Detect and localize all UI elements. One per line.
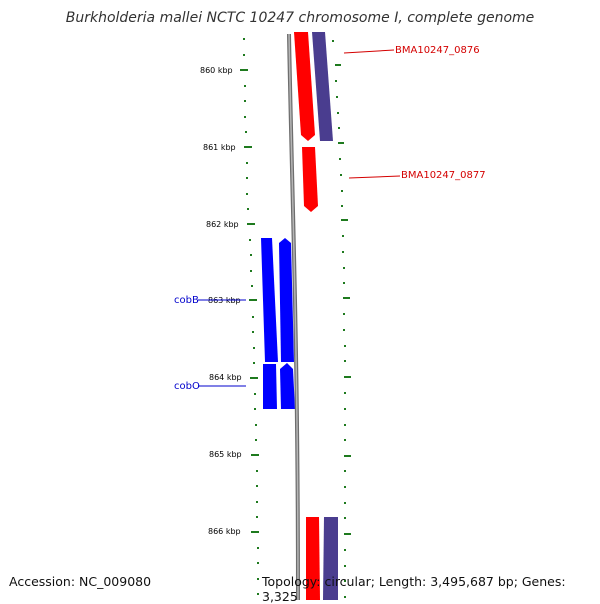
gene-BMA10247-0877	[302, 147, 318, 212]
tick-863	[249, 299, 257, 301]
gene-cobB-block-b	[279, 238, 294, 362]
tick-label-861: 861 kbp	[203, 143, 236, 152]
tick-864	[250, 377, 258, 379]
label-cobO: cobO	[174, 381, 200, 392]
tick-861	[244, 146, 252, 148]
leader-BMA10247-0877	[348, 175, 401, 179]
tick-860	[240, 69, 248, 71]
tick-label-866: 866 kbp	[208, 527, 241, 536]
accession-text: Accession: NC_009080	[9, 574, 152, 589]
right-tick-track	[332, 40, 351, 598]
tick-label-864: 864 kbp	[209, 373, 242, 382]
label-BMA10247-0877: BMA10247_0877	[401, 170, 486, 181]
tick-862	[247, 223, 255, 225]
tick-866	[251, 531, 259, 533]
label-cobB: cobB	[174, 295, 199, 306]
gene-bottom-red	[306, 517, 320, 600]
tick-label-862: 862 kbp	[206, 220, 239, 229]
tick-label-860: 860 kbp	[200, 66, 233, 75]
reverse-strand-genes[interactable]	[261, 238, 295, 409]
leader-BMA10247-0876	[343, 49, 395, 54]
gene-cobO-block-b	[280, 363, 295, 409]
tick-label-865: 865 kbp	[209, 450, 242, 459]
gene-BMA10247-0876	[294, 32, 315, 141]
gene-cobB-block-a	[261, 238, 278, 362]
tick-865	[251, 454, 259, 456]
map-title: Burkholderia mallei NCTC 10247 chromosom…	[65, 10, 535, 26]
gene-cobO-block-a	[263, 364, 277, 409]
feature-purple-0876	[312, 32, 333, 141]
feature-bottom-purple	[323, 517, 338, 600]
left-tick-track	[243, 38, 259, 595]
forward-strand-genes[interactable]	[294, 32, 338, 600]
tick-marks: 860 kbp 861 kbp 862 kbp 863 kbp 864 kbp …	[200, 66, 259, 536]
label-BMA10247-0876: BMA10247_0876	[395, 45, 480, 56]
gene-labels[interactable]: BMA10247_0876 BMA10247_0877 cobB cobO	[174, 45, 486, 392]
